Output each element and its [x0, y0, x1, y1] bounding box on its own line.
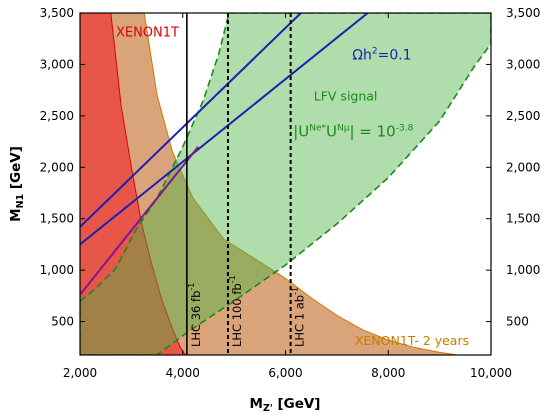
- series-line-relic2: [80, 13, 369, 246]
- relic-lines: [80, 13, 369, 296]
- annotations: XENON1T Ωh2=0.1 LFV signal |UNe*UNμ| = 10-3…: [116, 26, 469, 349]
- y-tick-label: 1,000: [40, 263, 74, 277]
- region-lfv_signal: [80, 13, 491, 355]
- series-line-relic1: [80, 13, 302, 228]
- y-tick-label: 3,000: [40, 57, 74, 71]
- x-axis-ticks: 2,000 4,000 6,000 8,000 10,000: [63, 13, 512, 380]
- vline-label-lhc36: LHC 36 fb-1: [187, 283, 203, 347]
- region-xenon1t: [80, 13, 186, 355]
- y-tick-label: 3,500: [40, 6, 74, 20]
- x-tick-label: 6,000: [268, 366, 302, 380]
- series-line-relic3: [80, 146, 199, 296]
- lfv-signal-label: LFV signal: [314, 88, 378, 103]
- y-tick-label-right: 1,500: [506, 212, 540, 226]
- xenon1t-label: XENON1T: [116, 26, 179, 41]
- y-tick-label: 1,500: [40, 212, 74, 226]
- y-tick-label-right: 2,000: [506, 160, 540, 174]
- y-tick-label-right: 3,000: [506, 57, 540, 71]
- y-tick-label: 2,500: [40, 109, 74, 123]
- x-axis-title: MZ' [GeV]: [250, 396, 321, 414]
- relic-density-label: Ωh2=0.1: [352, 46, 411, 63]
- y-tick-label-right: 2,500: [506, 109, 540, 123]
- vline-label-lhc1ab: LHC 1 ab-1: [291, 287, 307, 347]
- y-tick-label-right: 3,500: [506, 6, 540, 20]
- y-tick-label-right: 500: [506, 315, 529, 329]
- y-tick-label: 500: [51, 315, 74, 329]
- mixing-product-label: |UNe*UNμ| = 10-3.8: [293, 122, 413, 140]
- x-tick-label: 4,000: [166, 366, 200, 380]
- shaded-regions: [80, 13, 491, 355]
- vline-label-lhc100: LHC 100 fb-1: [228, 275, 244, 347]
- y-tick-label: 2,000: [40, 160, 74, 174]
- x-tick-label: 2,000: [63, 366, 97, 380]
- y-axis-title: MN1 [GeV]: [8, 146, 26, 222]
- y-tick-label-right: 1,000: [506, 263, 540, 277]
- xenon1t-2years-label: XENON1T- 2 years: [355, 333, 469, 348]
- region-xenon1t_2years: [80, 13, 456, 355]
- x-tick-label: 8,000: [371, 366, 405, 380]
- lhc-limit-lines: LHC 36 fb-1 LHC 100 fb-1 LHC 1 ab-1: [186, 13, 307, 355]
- y-axis-ticks: 500 500 1,000 1,000 1,500 1,500 2,000 2,000 2,50…: [40, 6, 541, 329]
- x-tick-label: 10,000: [470, 366, 512, 380]
